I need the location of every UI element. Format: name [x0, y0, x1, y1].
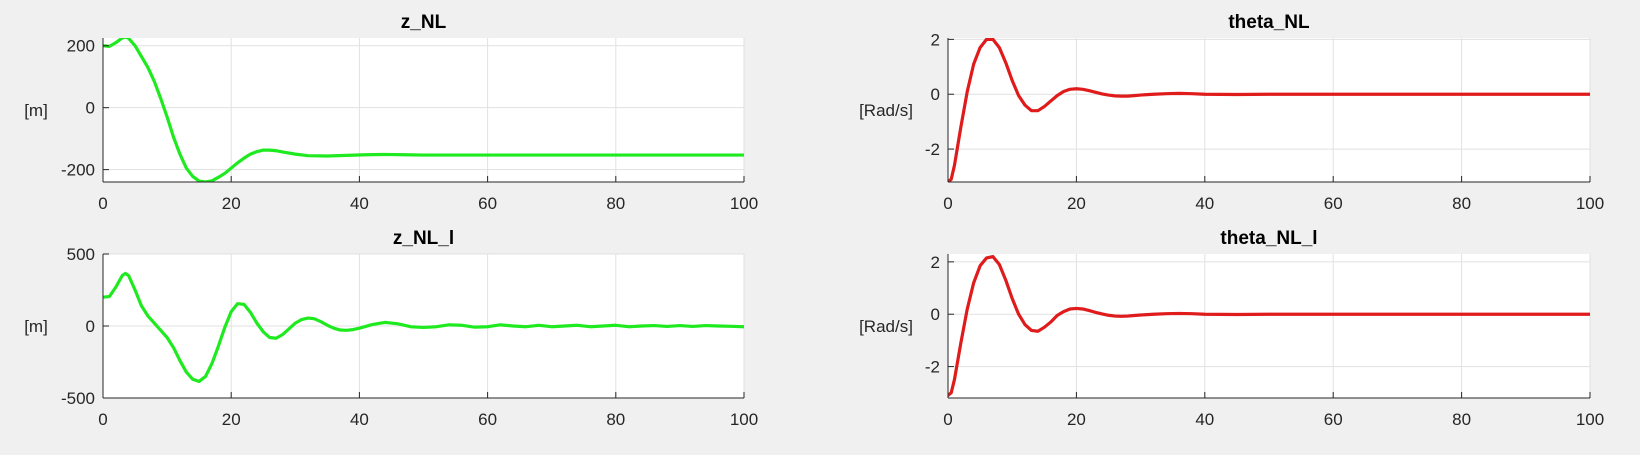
x-tick-label: 60 [478, 410, 497, 429]
series-line [948, 38, 1590, 182]
x-tick-label: 100 [1576, 194, 1604, 213]
plot-area [948, 254, 1590, 398]
x-tick-label: 20 [222, 194, 241, 213]
y-tick-label: 2 [931, 30, 940, 49]
y-axis-label: [Rad/s] [859, 317, 913, 336]
y-tick-label: 0 [931, 305, 940, 324]
x-tick-label: 40 [350, 410, 369, 429]
x-tick-label: 100 [730, 194, 758, 213]
y-axis-label: [Rad/s] [859, 101, 913, 120]
x-tick-label: 40 [1195, 194, 1214, 213]
y-tick-label: 0 [86, 99, 95, 118]
y-tick-label: -200 [61, 161, 95, 180]
chart-title: theta_NL_l [1220, 228, 1317, 249]
plot-area [103, 38, 744, 182]
y-tick-label: 0 [931, 85, 940, 104]
y-tick-label: 0 [86, 317, 95, 336]
chart-title: z_NL_l [393, 228, 454, 249]
x-tick-label: 0 [98, 410, 107, 429]
x-tick-label: 80 [1452, 194, 1471, 213]
y-tick-label: 2 [931, 253, 940, 272]
x-tick-label: 20 [1067, 410, 1086, 429]
chart-title: theta_NL [1228, 12, 1310, 33]
x-tick-label: 100 [1576, 410, 1604, 429]
x-tick-label: 60 [478, 194, 497, 213]
y-tick-label: 200 [67, 37, 95, 56]
x-tick-label: 80 [1452, 410, 1471, 429]
x-tick-label: 80 [606, 410, 625, 429]
x-tick-label: 20 [1067, 194, 1086, 213]
x-tick-label: 0 [943, 410, 952, 429]
x-tick-label: 80 [606, 194, 625, 213]
series-line [103, 38, 744, 182]
plot-area [948, 38, 1590, 182]
x-tick-label: 0 [98, 194, 107, 213]
x-tick-label: 40 [350, 194, 369, 213]
chart-title: z_NL [401, 12, 447, 33]
y-axis-label: [m] [24, 317, 48, 336]
y-tick-label: -2 [925, 358, 940, 377]
y-tick-label: -2 [925, 140, 940, 159]
chart-theta-nl: 0 20 40 60 80 100 -2 0 2 theta_NL [Rad/s] [859, 12, 1604, 213]
x-tick-label: 60 [1324, 410, 1343, 429]
y-tick-label: 500 [67, 245, 95, 264]
chart-theta-nl-l: 0 20 40 60 80 100 -2 0 2 theta_NL_l [Rad/s] [859, 228, 1604, 429]
series-line [948, 255, 1590, 397]
x-tick-label: 100 [730, 410, 758, 429]
x-tick-label: 60 [1324, 194, 1343, 213]
series-line [103, 271, 744, 384]
x-tick-label: 20 [222, 410, 241, 429]
x-tick-label: 0 [943, 194, 952, 213]
y-axis-label: [m] [24, 101, 48, 120]
x-tick-label: 40 [1195, 410, 1214, 429]
y-tick-label: -500 [61, 389, 95, 408]
